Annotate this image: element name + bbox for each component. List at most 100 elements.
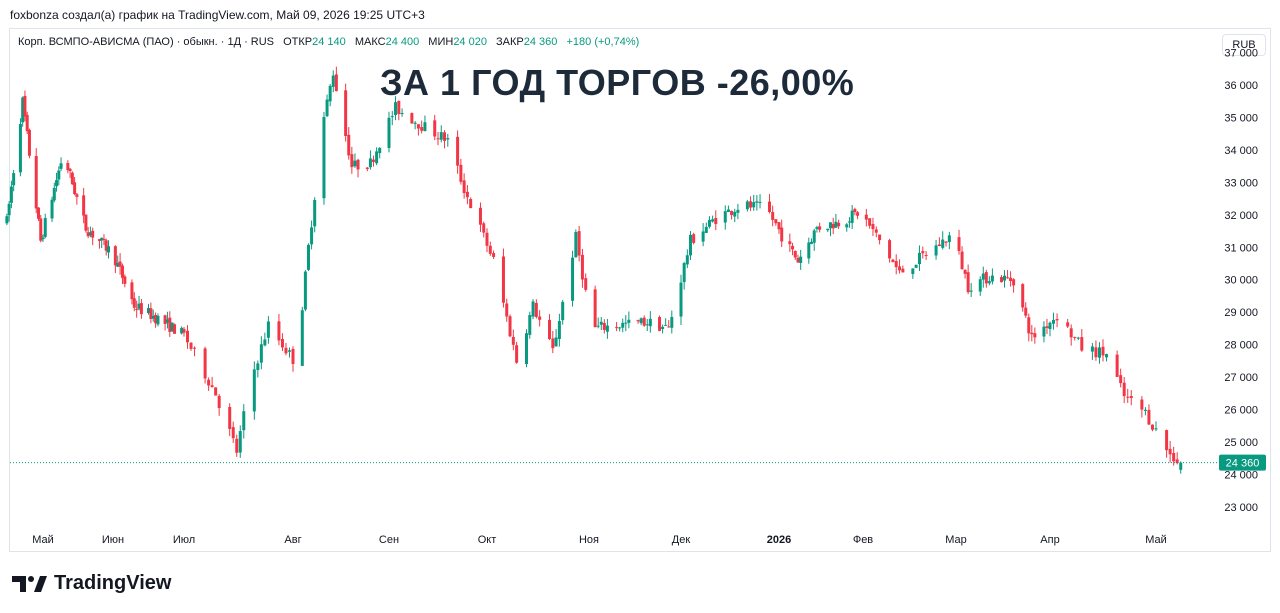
candle-body — [328, 85, 332, 102]
candle-body — [758, 201, 762, 203]
candle-body — [914, 264, 918, 268]
candle-body — [50, 199, 54, 219]
candle-body — [7, 203, 11, 216]
candle-body — [1119, 375, 1123, 384]
candle-body — [793, 250, 797, 258]
candle-body — [1147, 409, 1151, 425]
candle-body — [478, 207, 482, 225]
candle-body — [960, 251, 964, 270]
symbol-name: Корп. ВСМПО-АВИСМА (ПАО) · обыкн. · 1Д ·… — [18, 36, 275, 48]
candle-body — [538, 316, 542, 320]
candle-body — [812, 230, 816, 243]
candle-body — [508, 316, 512, 337]
candle-body — [1030, 332, 1034, 335]
candle-body — [123, 276, 127, 284]
tradingview-logo[interactable]: TradingView — [12, 572, 171, 595]
candle-body — [969, 290, 973, 292]
candle-body — [135, 308, 139, 310]
candle-body — [981, 273, 985, 280]
candle-body — [303, 271, 307, 310]
candle-body — [645, 324, 649, 326]
candle-body — [5, 216, 9, 224]
candle-body — [636, 320, 640, 322]
candle-body — [182, 329, 186, 333]
candle-body — [372, 159, 376, 162]
candle-body — [436, 138, 440, 140]
candle-body — [217, 395, 221, 409]
candle-body — [1048, 322, 1052, 330]
candle-body — [139, 303, 143, 315]
candle-body — [688, 234, 692, 256]
candle-body — [492, 252, 496, 257]
candle-body — [984, 272, 988, 284]
candle-body — [356, 159, 360, 170]
candle-body — [118, 261, 122, 267]
candle-body — [1006, 277, 1010, 279]
candle-body — [151, 315, 155, 319]
candle-body — [280, 338, 284, 348]
x-tick-label: Дек — [672, 534, 691, 546]
candle-body — [618, 327, 622, 329]
currency-button[interactable]: RUB — [1222, 34, 1266, 56]
candle-body — [714, 217, 718, 225]
candle-body — [485, 232, 489, 246]
x-tick-label: Окт — [478, 534, 497, 546]
candle-body — [685, 255, 689, 265]
candle-body — [826, 228, 830, 231]
y-tick-label: 23 000 — [1224, 502, 1258, 514]
candle-body — [84, 214, 88, 231]
candle-body — [515, 345, 519, 363]
candle-body — [664, 324, 668, 326]
candle-body — [957, 237, 961, 251]
candle-body — [1179, 462, 1183, 470]
candle-body — [878, 234, 882, 241]
candle-body — [1175, 459, 1179, 464]
candle-body — [1076, 337, 1080, 339]
candle-body — [97, 239, 101, 241]
candle-body — [978, 279, 982, 292]
candle-body — [810, 241, 814, 244]
y-tick-label: 34 000 — [1224, 145, 1258, 157]
candle-body — [791, 245, 795, 250]
candle-body — [531, 301, 535, 317]
candle-body — [66, 162, 70, 171]
candle-body — [780, 227, 784, 242]
candle-body — [306, 244, 310, 270]
candle-body — [898, 266, 902, 271]
x-tick-label: Фев — [853, 534, 873, 546]
candle-body — [18, 123, 22, 173]
candle-body — [291, 348, 295, 364]
candle-body — [1126, 396, 1130, 398]
candle-body — [771, 212, 775, 220]
candle-body — [459, 164, 463, 182]
candle-body — [365, 167, 369, 169]
candle-body — [1009, 277, 1013, 282]
low-label: МИН — [428, 36, 454, 48]
candle-body — [596, 325, 600, 327]
candle-body — [682, 263, 686, 283]
x-tick-label: Апр — [1040, 534, 1059, 546]
candle-body — [868, 218, 872, 226]
candle-body — [390, 116, 394, 118]
candle-body — [325, 99, 329, 117]
candle-body — [68, 168, 72, 171]
attribution-text: foxbonza создал(а) график на TradingView… — [10, 8, 425, 22]
candle-body — [1129, 396, 1133, 398]
candle-body — [571, 257, 575, 301]
candle-body — [310, 227, 314, 245]
candle-body — [193, 347, 197, 349]
candle-body — [21, 97, 25, 123]
candle-body — [91, 230, 95, 238]
chart-frame — [9, 28, 1271, 552]
candle-body — [55, 180, 59, 187]
candle-body — [911, 268, 915, 275]
candle-body — [231, 427, 235, 439]
candle-body — [137, 303, 141, 309]
candle-body — [130, 282, 134, 300]
candle-body — [1027, 317, 1031, 334]
open-value: 24 140 — [312, 36, 346, 48]
candle-body — [156, 315, 160, 325]
y-tick-label: 28 000 — [1224, 340, 1258, 352]
candle-body — [561, 301, 565, 321]
candle-body — [963, 269, 967, 274]
